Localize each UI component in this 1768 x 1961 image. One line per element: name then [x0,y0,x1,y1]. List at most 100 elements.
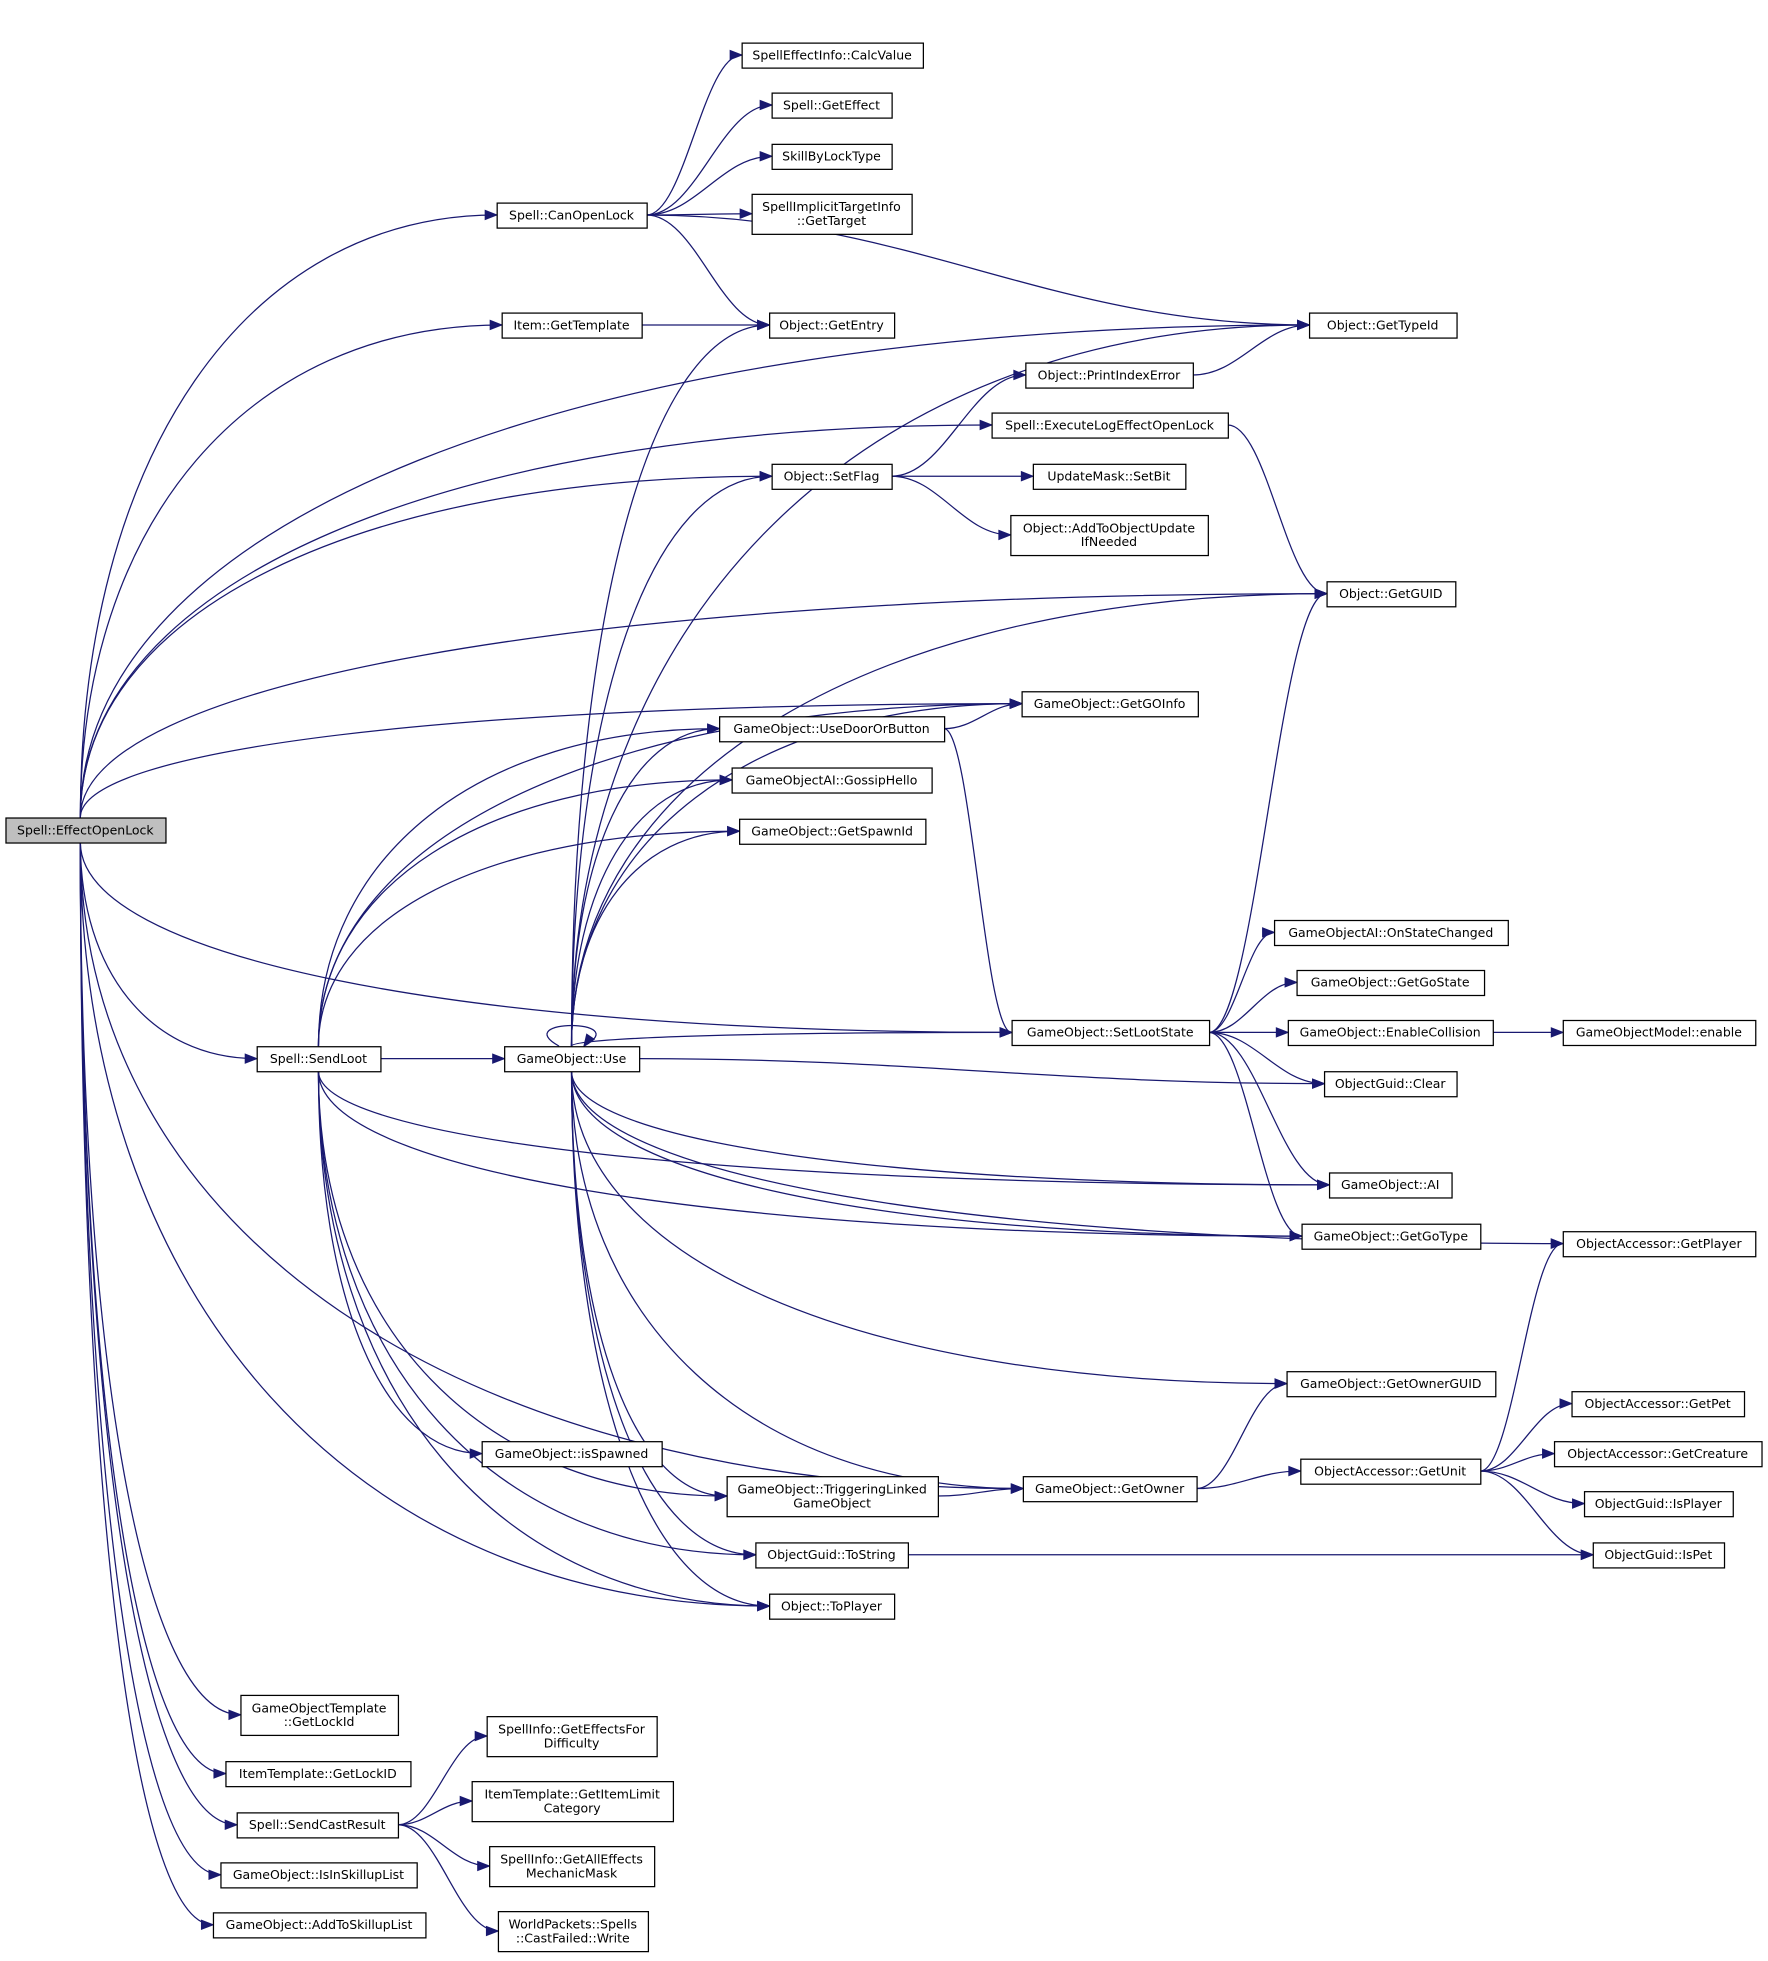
edge-sendloot-to-triggering [317,1071,727,1497]
edge-getowner-to-getunit [1196,1470,1301,1490]
node-onstatechanged[interactable]: GameObjectAI::OnStateChanged [1273,919,1509,947]
node-getgostate[interactable]: GameObject::GetGoState [1296,969,1486,997]
edge-use-to-clear [639,1057,1324,1085]
node-label: GameObject::TriggeringLinked [737,1482,926,1497]
node-enablecollision[interactable]: GameObject::EnableCollision [1287,1019,1494,1047]
node-getpet[interactable]: ObjectAccessor::GetPet [1571,1391,1746,1418]
node-box [1025,362,1194,389]
node-tostring[interactable]: ObjectGuid::ToString [755,1542,909,1569]
node-gotlockid[interactable]: GameObjectTemplate::GetLockId [240,1694,400,1737]
node-box [1583,1491,1734,1518]
node-box [731,767,933,794]
node-effectopenlock[interactable]: Spell::EffectOpenLock [5,817,167,844]
arrowhead-icon [739,208,754,220]
node-getowner[interactable]: GameObject::GetOwner [1022,1476,1198,1503]
node-usedoororbutton[interactable]: GameObject::UseDoorOrButton [719,716,946,743]
arrowhead-icon [1289,1230,1304,1242]
node-setbit[interactable]: UpdateMask::SetBit [1032,463,1187,490]
node-getentry[interactable]: Object::GetEntry [769,312,896,339]
node-box [1323,1071,1458,1098]
node-label: ObjectGuid::Clear [1335,1076,1447,1091]
node-label: GameObjectTemplate [252,1700,387,1715]
node-skillbylocktype[interactable]: SkillByLockType [771,143,893,170]
node-toplayer[interactable]: Object::ToPlayer [769,1593,896,1620]
node-modelenable[interactable]: GameObjectModel::enable [1562,1019,1757,1047]
edge-use-to-gossiphello [570,779,732,1047]
edge-setlootstate-to-onstatechanged [1208,931,1275,1033]
edge-use-to-getentry [570,324,770,1047]
node-ispet[interactable]: ObjectGuid::IsPet [1592,1542,1726,1569]
node-isinskilluplist[interactable]: GameObject::IsInSkillupList [220,1862,418,1889]
node-gettypeid[interactable]: Object::GetTypeId [1308,312,1458,339]
arrowhead-icon [583,1033,596,1048]
arrowhead-icon [759,470,774,482]
arrowhead-icon [1317,1179,1331,1191]
node-getspawnid[interactable]: GameObject::GetSpawnId [739,818,927,845]
node-setflag[interactable]: Object::SetFlag [771,463,893,490]
node-geteffect[interactable]: Spell::GetEffect [771,92,893,119]
node-getunit[interactable]: ObjectAccessor::GetUnit [1300,1458,1482,1485]
node-gettemplate[interactable]: Item::GetTemplate [501,312,643,339]
edge-effectopenlock-to-sendloot [79,842,257,1060]
node-label: Spell::ExecuteLogEffectOpenLock [1005,417,1215,432]
arrowhead-icon [707,723,721,734]
node-label: ::GetLockId [284,1714,355,1729]
node-sendcastresult[interactable]: Spell::SendCastResult [236,1812,400,1839]
node-label: Object::GetEntry [779,317,884,332]
node-calcvalue[interactable]: SpellEffectInfo::CalcValue [741,42,924,69]
node-addtoskilluplist[interactable]: GameObject::AddToSkillupList [212,1912,427,1939]
node-box [225,1761,412,1788]
edge-canopenlock-to-geteffect [646,104,772,216]
node-isplayer[interactable]: ObjectGuid::IsPlayer [1583,1491,1734,1518]
node-label: GameObject::GetGOInfo [1034,696,1186,711]
node-label: WorldPackets::Spells [509,1917,638,1932]
arrowhead-icon [1297,319,1311,331]
node-label: Object::SetFlag [784,469,880,484]
arrowhead-icon [244,1053,259,1064]
edge-effectopenlock-to-setlootstate [79,842,1012,1033]
edge-canopenlock-to-calcvalue [646,54,742,216]
node-getownerguid[interactable]: GameObject::GetOwnerGUID [1286,1371,1497,1398]
node-getcreature[interactable]: ObjectAccessor::GetCreature [1553,1441,1763,1468]
edge-effectopenlock-to-gettypeid [79,324,1309,818]
node-box [1032,463,1187,490]
arrowhead-icon [1550,1027,1565,1038]
node-getguid[interactable]: Object::GetGUID [1326,581,1457,608]
edge-use-to-tostring [570,1071,756,1556]
arrowhead-icon [1542,1448,1556,1459]
node-label: Object::AddToObjectUpdate [1023,520,1196,535]
node-label: GameObject::AddToSkillupList [226,1917,413,1932]
node-castfailedwrite[interactable]: WorldPackets::Spells::CastFailed::Write [497,1911,650,1953]
edge-canopenlock-to-gettypeid [646,214,1309,326]
node-executelog[interactable]: Spell::ExecuteLogEffectOpenLock [991,412,1229,439]
node-gossiphello[interactable]: GameObjectAI::GossipHello [731,767,933,794]
node-setlootstate[interactable]: GameObject::SetLootState [1011,1019,1211,1047]
node-getplayer[interactable]: ObjectAccessor::GetPlayer [1562,1231,1757,1258]
node-box [771,92,893,119]
node-itlockid[interactable]: ItemTemplate::GetLockID [225,1761,412,1788]
edge-sendloot-to-isspawned [317,1071,482,1455]
node-getgoinfo[interactable]: GameObject::GetGOInfo [1021,691,1199,718]
node-canopenlock[interactable]: Spell::CanOpenLock [496,202,648,229]
node-printindexerror[interactable]: Object::PrintIndexError [1025,362,1194,389]
edge-sendloot-to-ai [317,1071,1329,1186]
node-gettarget[interactable]: SpellImplicitTargetInfo::GetTarget [751,193,913,235]
node-isspawned[interactable]: GameObject::isSpawned [481,1441,663,1468]
edge-effectopenlock-to-getguid [79,593,1327,818]
edge-setlootstate-to-clear [1208,1031,1324,1085]
edge-use-to-setlootstate [570,1031,1012,1047]
arrowhead-icon [757,319,771,331]
node-label: ItemTemplate::GetItemLimit [484,1787,660,1802]
node-getgotype[interactable]: GameObject::GetGoType [1301,1223,1482,1250]
edge-use-to-getguid [570,593,1327,1047]
node-use[interactable]: GameObject::Use [504,1046,641,1073]
node-clear[interactable]: ObjectGuid::Clear [1323,1071,1458,1098]
node-sendloot[interactable]: Spell::SendLoot [256,1046,382,1073]
node-ai[interactable]: GameObject::AI [1328,1172,1453,1199]
edge-usedoororbutton-to-setlootstate [943,728,1012,1033]
